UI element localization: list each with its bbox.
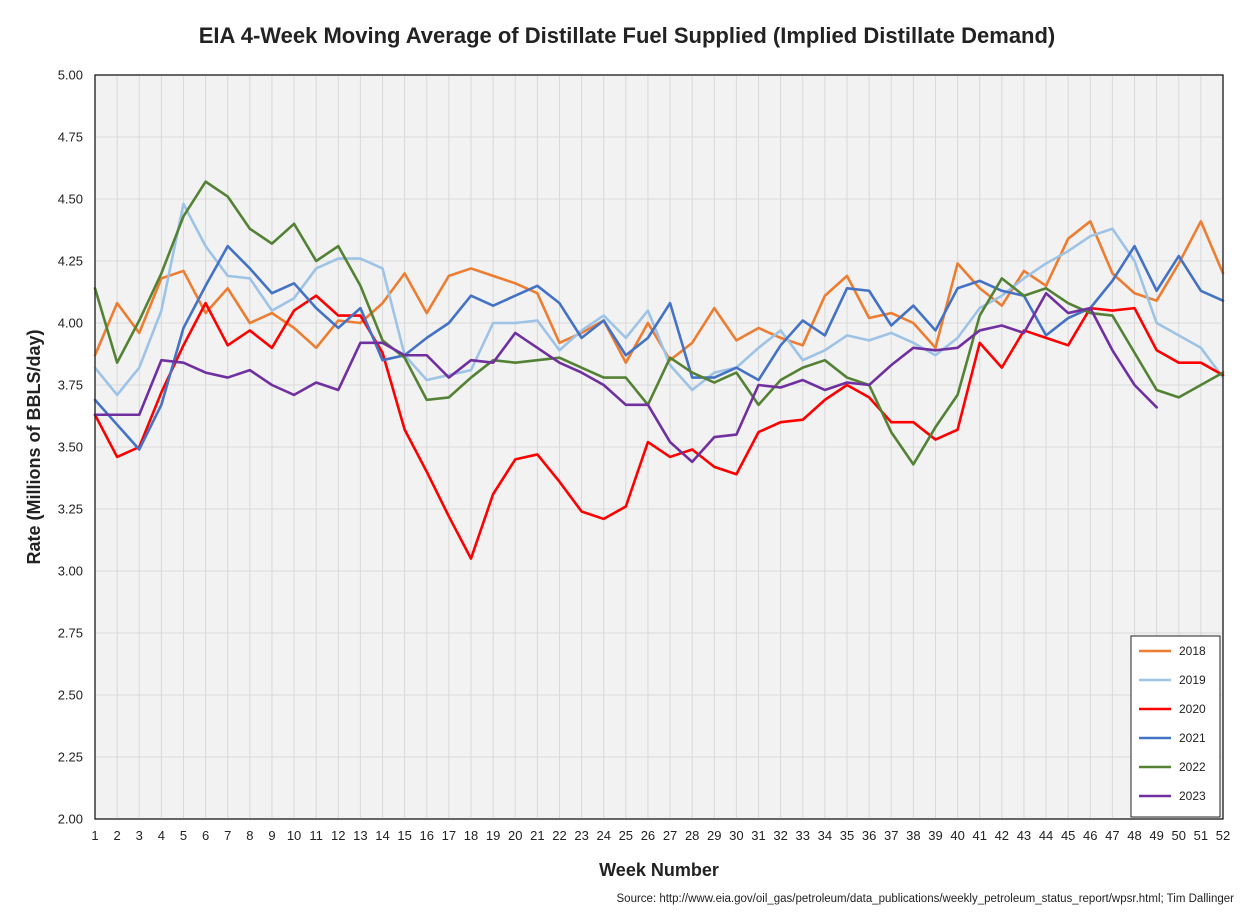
x-tick-label: 26	[641, 828, 655, 843]
y-axis-ticks: 2.00 2.25 2.50 2.75 3.00 3.25 3.50 3.75 4.00 4.25…	[58, 68, 83, 827]
y-tick-label: 4.75	[58, 130, 83, 145]
x-tick-label: 20	[508, 828, 522, 843]
x-tick-label: 52	[1216, 828, 1230, 843]
x-tick-label: 36	[862, 828, 876, 843]
x-tick-label: 14	[375, 828, 389, 843]
series-line-2019	[93, 202, 1225, 397]
y-tick-label: 5.00	[58, 68, 83, 83]
legend-label-2023: 2023	[1179, 789, 1206, 803]
series-lines	[93, 180, 1225, 560]
y-tick-label: 3.50	[58, 440, 83, 455]
y-tick-label: 4.50	[58, 192, 83, 207]
y-tick-label: 2.75	[58, 626, 83, 641]
x-tick-label: 3	[136, 828, 143, 843]
legend-label-2020: 2020	[1179, 702, 1206, 716]
x-tick-label: 25	[619, 828, 633, 843]
x-tick-label: 9	[268, 828, 275, 843]
x-tick-label: 28	[685, 828, 699, 843]
y-tick-label: 2.00	[58, 812, 83, 827]
legend-label-2019: 2019	[1179, 673, 1206, 687]
x-tick-label: 48	[1127, 828, 1141, 843]
x-tick-label: 29	[707, 828, 721, 843]
x-tick-label: 10	[287, 828, 301, 843]
x-tick-label: 4	[158, 828, 165, 843]
x-tick-label: 37	[884, 828, 898, 843]
plot-border	[94, 74, 1224, 820]
x-tick-label: 30	[729, 828, 743, 843]
x-tick-label: 12	[331, 828, 345, 843]
legend-box	[1130, 635, 1221, 818]
x-tick-label: 44	[1039, 828, 1053, 843]
x-tick-label: 22	[552, 828, 566, 843]
x-tick-label: 50	[1172, 828, 1186, 843]
legend-label-2018: 2018	[1179, 644, 1206, 658]
x-tick-label: 46	[1083, 828, 1097, 843]
x-tick-label: 40	[950, 828, 964, 843]
series-line-2022	[93, 180, 1225, 466]
x-axis-title: Week Number	[599, 860, 719, 880]
x-tick-label: 11	[309, 828, 323, 843]
x-tick-label: 45	[1061, 828, 1075, 843]
x-tick-label: 21	[530, 828, 544, 843]
x-tick-label: 33	[796, 828, 810, 843]
x-tick-label: 42	[995, 828, 1009, 843]
x-tick-label: 17	[442, 828, 456, 843]
x-tick-label: 51	[1194, 828, 1208, 843]
x-tick-label: 34	[818, 828, 832, 843]
x-tick-label: 47	[1105, 828, 1119, 843]
series-line-2023	[93, 291, 1158, 464]
x-tick-label: 23	[574, 828, 588, 843]
x-tick-label: 38	[906, 828, 920, 843]
x-tick-label: 19	[486, 828, 500, 843]
x-tick-label: 2	[114, 828, 121, 843]
y-tick-label: 3.25	[58, 502, 83, 517]
x-tick-label: 27	[663, 828, 677, 843]
x-tick-label: 7	[224, 828, 231, 843]
y-tick-label: 2.25	[58, 750, 83, 765]
x-tick-label: 6	[202, 828, 209, 843]
legend: 2018 2019 2020 2021 2022 2023	[1130, 635, 1221, 818]
x-tick-label: 35	[840, 828, 854, 843]
legend-label-2021: 2021	[1179, 731, 1206, 745]
x-tick-label: 16	[420, 828, 434, 843]
x-tick-label: 24	[596, 828, 610, 843]
y-tick-label: 4.00	[58, 316, 83, 331]
legend-label-2022: 2022	[1179, 760, 1206, 774]
x-tick-label: 32	[773, 828, 787, 843]
y-axis-title: Rate (Millions of BBLS/day)	[24, 329, 44, 564]
x-tick-label: 49	[1149, 828, 1163, 843]
x-tick-label: 18	[464, 828, 478, 843]
x-tick-label: 39	[928, 828, 942, 843]
x-tick-label: 41	[972, 828, 986, 843]
x-tick-label: 31	[751, 828, 765, 843]
x-tick-label: 13	[353, 828, 367, 843]
x-tick-label: 5	[180, 828, 187, 843]
y-tick-label: 2.50	[58, 688, 83, 703]
y-tick-label: 3.00	[58, 564, 83, 579]
y-tick-label: 4.25	[58, 254, 83, 269]
series-line-2018	[93, 220, 1225, 364]
x-axis-ticks: 1 2 3 4 5 6 7 8 9 10 11 12 13 14 15 16 17 18 19 20 21 22 23 24 2…	[91, 828, 1230, 843]
source-note: Source: http://www.eia.gov/oil_gas/petro…	[617, 893, 1235, 905]
x-tick-label: 15	[397, 828, 411, 843]
x-tick-label: 43	[1017, 828, 1031, 843]
chart-title: EIA 4-Week Moving Average of Distillate …	[199, 23, 1056, 48]
series-line-2020	[93, 294, 1225, 560]
x-tick-label: 1	[91, 828, 98, 843]
y-tick-label: 3.75	[58, 378, 83, 393]
x-tick-label: 8	[246, 828, 253, 843]
